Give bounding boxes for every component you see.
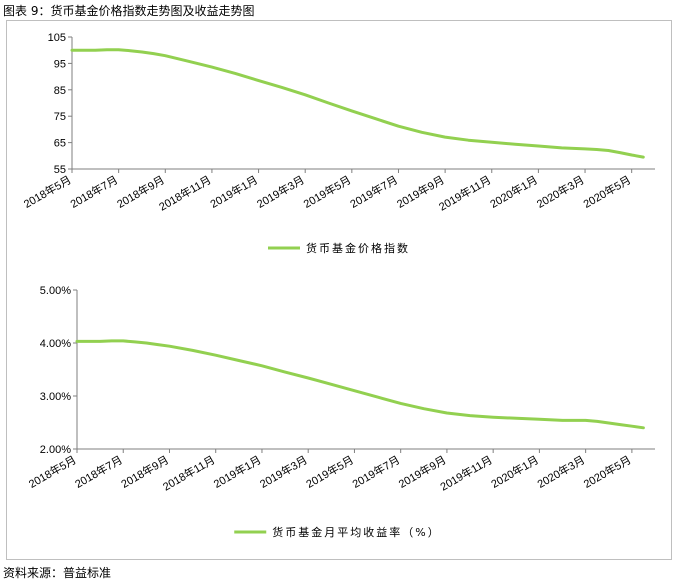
y-tick-label: 2.00%	[40, 444, 71, 456]
y-tick-label: 65	[54, 138, 66, 150]
x-tick-label: 2020年3月	[534, 172, 587, 210]
series-line	[75, 339, 645, 430]
yield-chart: 2.00%3.00%4.00%5.00%2018年5月2018年7月2018年9…	[26, 285, 655, 539]
legend: 货币基金月平均收益率（%）	[234, 525, 440, 539]
price-index-chart: 55657585951052018年5月2018年7月2018年9月2018年1…	[21, 32, 655, 255]
x-tick-label: 2019年11月	[438, 452, 495, 493]
y-tick-label: 5.00%	[40, 285, 71, 297]
figure-source: 资料来源：普益标准	[3, 566, 112, 580]
x-tick-label: 2019年1月	[208, 172, 261, 210]
x-tick-label: 2020年3月	[535, 452, 588, 490]
x-tick-label: 2018年11月	[156, 172, 213, 213]
x-tick-label: 2019年1月	[211, 452, 264, 490]
x-tick-label: 2020年5月	[581, 172, 634, 210]
x-tick-label: 2018年5月	[21, 172, 74, 210]
legend-label: 货币基金月平均收益率（%）	[272, 525, 440, 539]
x-tick-label: 2019年5月	[303, 452, 356, 490]
y-tick-label: 3.00%	[40, 391, 71, 403]
x-tick-label: 2019年7月	[350, 452, 403, 490]
x-tick-label: 2019年11月	[436, 172, 493, 213]
x-tick-label: 2019年3月	[257, 452, 310, 490]
x-tick-label: 2019年7月	[347, 172, 400, 210]
x-tick-label: 2019年5月	[301, 172, 354, 210]
figure-title: 图表 9：货币基金价格指数走势图及收益走势图	[3, 4, 255, 18]
legend-label: 货币基金价格指数	[306, 241, 410, 255]
x-tick-label: 2020年5月	[581, 452, 634, 490]
y-tick-label: 4.00%	[40, 338, 71, 350]
x-tick-label: 2020年1月	[488, 452, 541, 490]
series-line	[70, 48, 645, 159]
x-tick-label: 2018年7月	[72, 452, 125, 490]
x-tick-label: 2019年3月	[254, 172, 307, 210]
x-tick-label: 2018年5月	[26, 452, 79, 490]
legend: 货币基金价格指数	[268, 241, 410, 255]
x-tick-label: 2020年1月	[487, 172, 540, 210]
x-tick-label: 2018年11月	[160, 452, 217, 493]
y-tick-label: 55	[54, 164, 66, 176]
chart-frame	[6, 20, 672, 560]
y-tick-label: 85	[54, 85, 66, 97]
y-tick-label: 105	[48, 32, 66, 44]
x-tick-label: 2018年7月	[68, 172, 121, 210]
y-tick-label: 95	[54, 58, 66, 70]
y-tick-label: 75	[54, 111, 66, 123]
